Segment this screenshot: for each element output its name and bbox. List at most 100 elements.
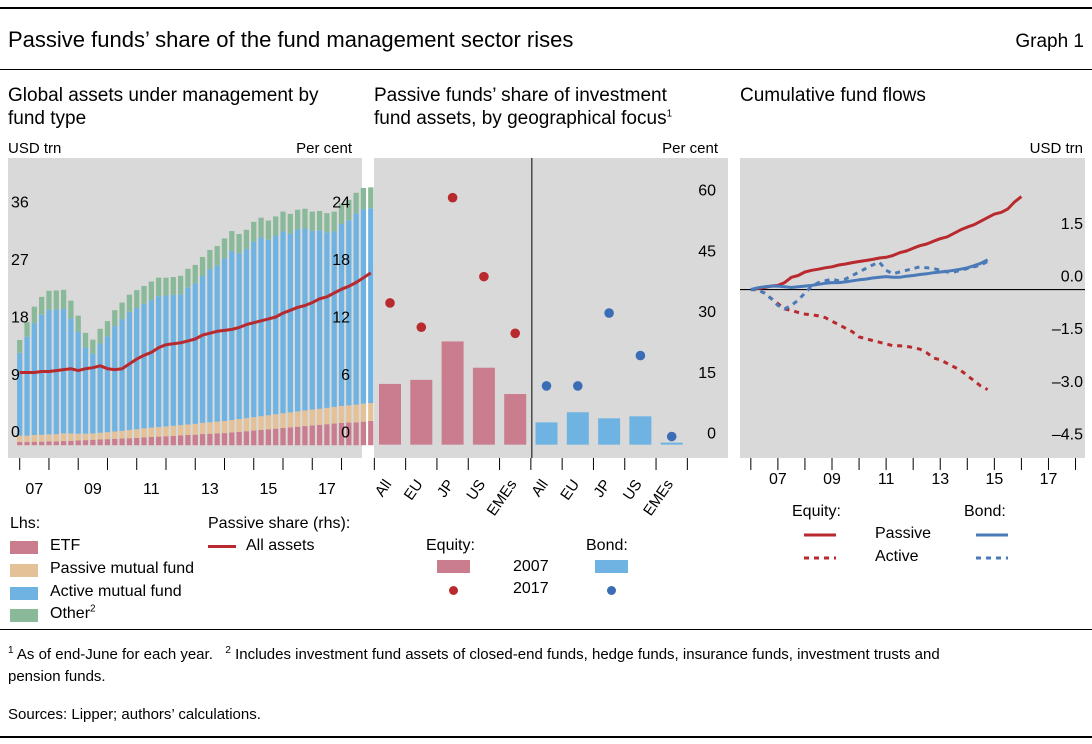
panel1-ytick-left-27: 27: [11, 252, 29, 269]
panel1-bar-passive_mf-33: [258, 416, 264, 430]
panel1-bar-active_mf-48: [368, 208, 374, 404]
panel1-bar-active_mf-42: [324, 232, 330, 408]
panel1-bar-other-17: [141, 285, 147, 304]
footnote2-text-line2: pension funds.: [8, 668, 106, 685]
panel1-bar-other-31: [243, 229, 250, 249]
legend-label-other-sup: 2: [90, 603, 96, 615]
panel1-bar-passive_mf-26: [207, 422, 213, 434]
panel2-title-line2-wrap: fund assets, by geographical focus1: [374, 107, 672, 130]
panel1-bar-etf-46: [353, 422, 359, 446]
panel3-plot-bg: [740, 158, 1085, 458]
panel1-bar-other-2: [31, 306, 37, 324]
panel1-bar-other-34: [265, 220, 272, 240]
panel1-bar-etf-11: [97, 439, 103, 446]
panel1-ytick-left-18: 18: [11, 309, 29, 326]
panel1-bar-passive_mf-12: [104, 432, 111, 440]
panel1-bar-etf-3: [39, 441, 45, 446]
panel1-bar-etf-44: [338, 422, 345, 446]
panel3-ytick-0.0: 0.0: [1061, 269, 1083, 286]
panel1-bar-other-39: [302, 208, 308, 229]
panel1-bar-active_mf-14: [119, 319, 125, 431]
panel2-ytick-15: 15: [698, 365, 716, 382]
panel1-bar-passive_mf-20: [163, 426, 169, 437]
panel1-bar-etf-40: [309, 425, 315, 446]
panel2-bar-bond-All-2007: [535, 422, 558, 445]
panel1-bar-etf-13: [112, 438, 118, 446]
panel2-xtick-label-equity-All: All: [372, 477, 395, 500]
panel1-bar-other-3: [39, 296, 45, 315]
panel1-bar-other-25: [199, 256, 206, 277]
panel2-bar-bond-US-2007: [629, 416, 652, 445]
panel1-bar-passive_mf-46: [353, 404, 359, 423]
panel1-bar-other-4: [46, 290, 52, 310]
panel1-bar-etf-4: [46, 441, 52, 446]
panel1-bar-etf-35: [273, 428, 279, 446]
panel1-bar-active_mf-34: [265, 239, 272, 416]
panel1-bar-etf-2: [31, 441, 37, 446]
panel1-ytick-right-0: 0: [341, 424, 350, 441]
panel1-bar-active_mf-39: [302, 228, 308, 411]
panel1-title-text: Global assets under management by fund t…: [8, 85, 319, 129]
panel1-bar-etf-17: [141, 437, 147, 446]
panel1-bar-etf-41: [316, 424, 323, 446]
panel1-bar-other-45: [346, 199, 352, 221]
panel2-xtick-label-bond-EMEs: EMEs: [640, 477, 677, 520]
panel1-bar-passive_mf-6: [60, 433, 67, 442]
panel1-bar-other-1: [24, 322, 30, 337]
panel1-bar-other-12: [104, 321, 111, 337]
panel1-bar-active_mf-15: [126, 311, 133, 430]
panel1-ytick-right-24: 24: [332, 194, 350, 211]
panel1-bar-passive_mf-36: [280, 413, 286, 428]
panel1-bar-passive_mf-30: [236, 419, 242, 432]
panel1-bar-other-46: [353, 192, 359, 214]
panel1-xtick-label-09: 09: [84, 481, 102, 498]
panel1-bar-etf-34: [265, 429, 272, 446]
panel1-bar-passive_mf-25: [199, 422, 206, 435]
panel1-bar-passive_mf-28: [221, 420, 228, 434]
panel1-bar-etf-0: [17, 442, 23, 446]
panel1-bar-passive_mf-31: [243, 418, 250, 432]
panel1-bar-other-40: [309, 211, 315, 231]
legend-swatch-active-mf: [10, 587, 38, 600]
panel1-legend-lhs-label: Lhs:: [10, 515, 41, 532]
panel1-bar-other-6: [60, 289, 67, 309]
panel1-bar-other-47: [360, 188, 367, 210]
panel1-bar-active_mf-21: [170, 294, 176, 426]
panel1-bar-other-32: [251, 221, 257, 242]
panel3-line-eq_active: [750, 288, 989, 391]
panel2-xtick-label-bond-US: US: [620, 477, 646, 504]
footnote2-num: 2: [225, 645, 231, 656]
panel1-bar-passive_mf-16: [134, 429, 140, 438]
panel2-dot-equity-All-2017: [385, 298, 395, 308]
panel1-bar-passive_mf-40: [309, 409, 315, 426]
panel1-bar-active_mf-31: [243, 248, 250, 419]
graph-title: Passive funds’ share of the fund managem…: [8, 27, 574, 52]
panel1-ytick-right-18: 18: [332, 252, 350, 269]
panel1-ylabel-right: Per cent: [296, 140, 353, 157]
panel3-ytick-1.5: 1.5: [1061, 216, 1083, 233]
panel2-xtick-label-bond-JP: JP: [590, 477, 614, 501]
panel1-bar-active_mf-44: [338, 224, 345, 406]
graph-label: Graph 1: [1015, 31, 1084, 52]
panel1-bar-etf-6: [60, 441, 67, 446]
panel2-ylabel-right: Per cent: [662, 140, 719, 157]
panel1-bar-active_mf-22: [177, 294, 184, 426]
panel1-bar-active_mf-27: [214, 265, 220, 422]
panel1-bar-other-19: [156, 277, 162, 297]
panel1-bar-passive_mf-27: [214, 421, 220, 434]
panel2-dot-bond-US-2017: [635, 350, 646, 361]
panel1-bar-other-37: [287, 213, 293, 234]
panel1-bar-active_mf-20: [163, 295, 169, 427]
panel1-bar-active_mf-26: [207, 269, 213, 423]
panel1-bar-passive_mf-37: [287, 412, 293, 428]
panel2-bar-bond-EMEs-2007: [660, 442, 683, 445]
panel1-bar-other-48: [368, 187, 374, 209]
panel1-bar-other-7: [68, 300, 74, 319]
panel1-bar-passive_mf-17: [141, 428, 147, 438]
panel3-legend-lines: [804, 533, 1008, 560]
legend-swatch-etf: [10, 541, 38, 554]
panel1-bar-other-21: [170, 277, 176, 295]
panel1-bar-etf-25: [199, 434, 206, 446]
panel1-bar-etf-47: [360, 421, 367, 446]
